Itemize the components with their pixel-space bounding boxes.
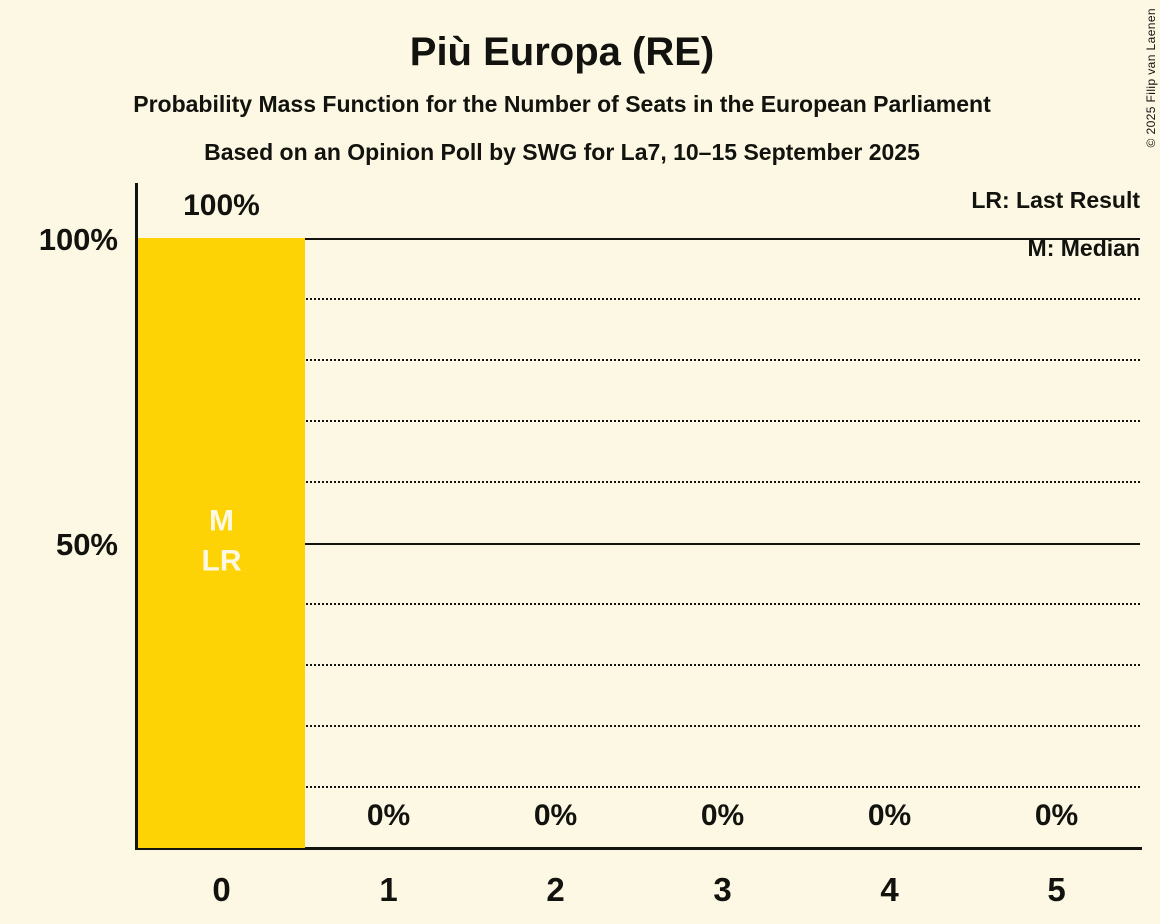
gridline-solid-50 bbox=[138, 543, 1140, 545]
x-tick-label-1: 1 bbox=[379, 871, 398, 908]
x-tick-label-4: 4 bbox=[880, 871, 899, 908]
gridline-dotted-60 bbox=[138, 481, 1140, 483]
y-axis-line bbox=[135, 183, 138, 850]
gridline-dotted-30 bbox=[138, 664, 1140, 666]
chart-subtitle-poll: Based on an Opinion Poll by SWG for La7,… bbox=[204, 139, 920, 165]
x-axis-line bbox=[135, 847, 1142, 850]
legend-last-result: LR: Last Result bbox=[971, 187, 1140, 213]
bar-value-label-1: 0% bbox=[366, 799, 411, 832]
gridline-solid-100 bbox=[138, 238, 1140, 240]
plot-area: M LR 100% 0% 0% 0% 0% 0% 0 1 2 3 4 5 100% 50% bbox=[39, 183, 1142, 908]
gridline-dotted-70 bbox=[138, 420, 1140, 422]
chart-subtitle: Probability Mass Function for the Number… bbox=[133, 91, 991, 117]
gridline-dotted-10 bbox=[138, 786, 1140, 788]
bar-value-label-5: 0% bbox=[1034, 799, 1079, 832]
median-marker-label: M bbox=[209, 504, 234, 538]
x-tick-label-3: 3 bbox=[713, 871, 732, 908]
bar-annotation-median-last-result: M LR bbox=[138, 501, 305, 581]
x-tick-label-2: 2 bbox=[546, 871, 565, 908]
bar-value-label-0: 100% bbox=[183, 189, 260, 222]
last-result-marker-label: LR bbox=[201, 544, 242, 578]
x-tick-label-0: 0 bbox=[212, 871, 231, 908]
bar-value-label-4: 0% bbox=[867, 799, 912, 832]
gridline-dotted-90 bbox=[138, 298, 1140, 300]
copyright-notice: © 2025 Filip van Laenen bbox=[1144, 8, 1158, 148]
bar-seats-0: M LR bbox=[138, 238, 305, 848]
y-tick-label-100: 100% bbox=[38, 222, 118, 257]
gridline-dotted-80 bbox=[138, 359, 1140, 361]
bar-value-label-3: 0% bbox=[700, 799, 745, 832]
gridline-dotted-40 bbox=[138, 603, 1140, 605]
y-tick-label-50: 50% bbox=[55, 527, 118, 562]
gridline-dotted-20 bbox=[138, 725, 1140, 727]
chart-title: Più Europa (RE) bbox=[409, 30, 715, 74]
x-tick-label-5: 5 bbox=[1047, 871, 1066, 908]
bar-value-label-2: 0% bbox=[533, 799, 578, 832]
